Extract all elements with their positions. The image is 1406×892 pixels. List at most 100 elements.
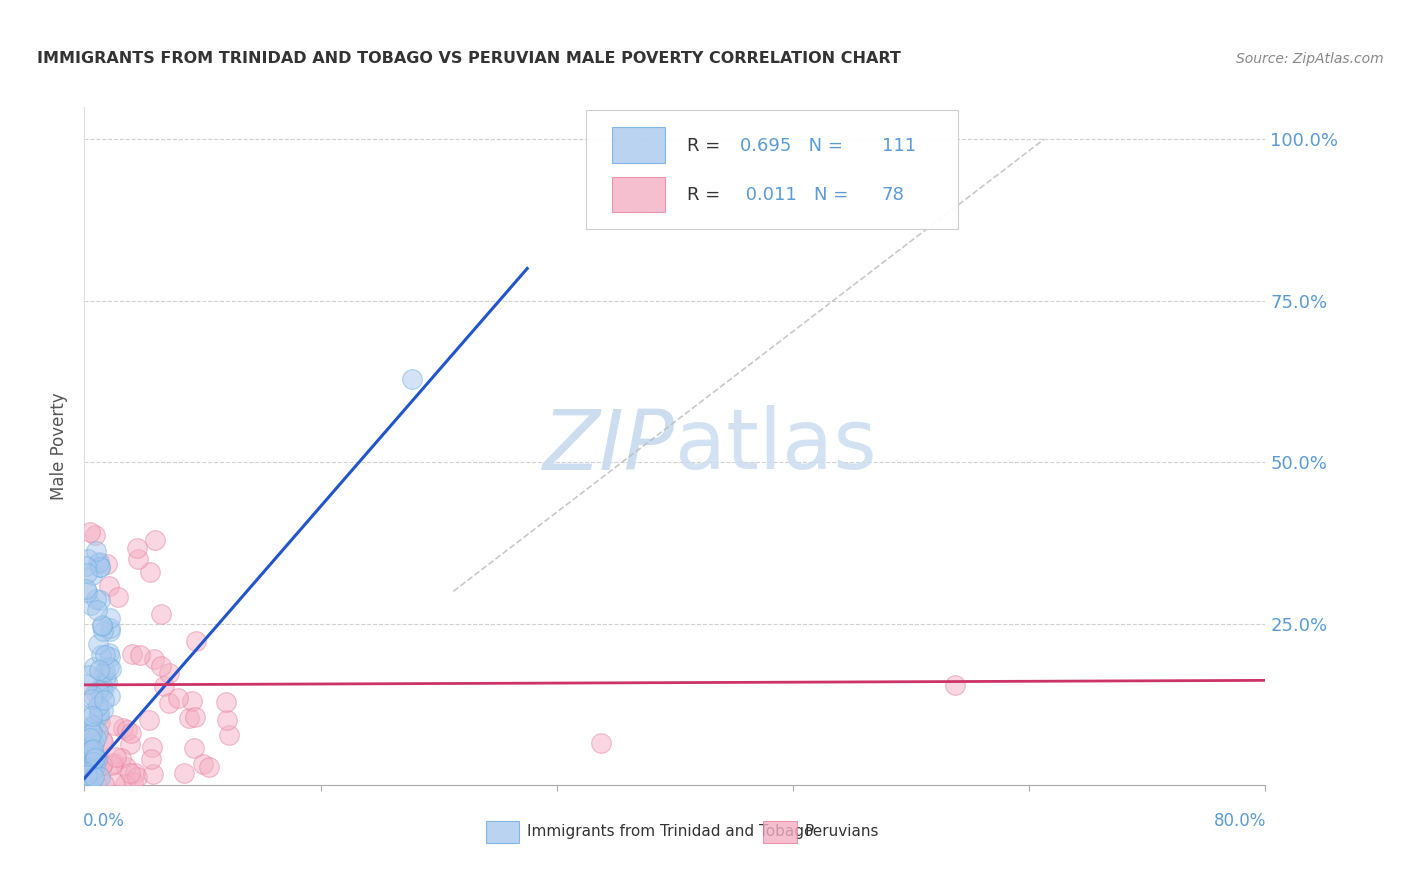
Point <box>79 720 101 734</box>
Point <box>143 533 166 548</box>
Point <box>183 741 205 756</box>
Text: Peruvians: Peruvians <box>804 824 879 839</box>
Point <box>112 721 135 735</box>
Point <box>91 735 114 749</box>
Point <box>75 774 97 789</box>
Text: R =: R = <box>686 136 725 154</box>
Text: 78: 78 <box>882 186 904 204</box>
Point <box>96 668 118 682</box>
Point <box>76 755 98 769</box>
Point <box>120 725 142 739</box>
Point <box>198 759 221 773</box>
Point <box>124 765 146 780</box>
Point <box>90 618 112 632</box>
Point <box>107 590 129 604</box>
Point <box>75 746 97 760</box>
Point <box>104 775 127 789</box>
Point <box>82 705 104 719</box>
Point <box>76 777 98 791</box>
Text: 0.011   N =: 0.011 N = <box>740 186 853 204</box>
Point <box>80 744 103 758</box>
Point <box>214 695 236 709</box>
Point <box>75 776 97 790</box>
Point <box>98 621 121 635</box>
Point <box>125 541 148 555</box>
Point <box>97 660 120 674</box>
Point <box>82 756 104 770</box>
Point <box>93 776 115 790</box>
Point <box>76 772 98 786</box>
Point <box>73 777 96 791</box>
Point <box>86 777 108 791</box>
Point <box>87 698 110 713</box>
Point <box>89 559 111 574</box>
Point <box>87 637 110 651</box>
Point <box>82 741 104 756</box>
Point <box>75 582 97 596</box>
Point <box>75 751 97 765</box>
Point <box>76 766 98 780</box>
Point <box>84 748 107 763</box>
Point <box>105 750 128 764</box>
Point <box>80 567 103 582</box>
Point <box>89 592 111 607</box>
Point <box>80 709 103 723</box>
Point <box>101 757 124 772</box>
Point <box>96 675 118 690</box>
Point <box>98 689 121 703</box>
Point <box>84 591 107 606</box>
Point <box>79 668 101 682</box>
Point <box>75 767 97 781</box>
Point <box>166 690 188 705</box>
Text: R =: R = <box>686 186 725 204</box>
Point <box>193 757 215 772</box>
Point <box>110 751 132 765</box>
Point <box>94 664 117 678</box>
Point <box>73 773 96 788</box>
Point <box>181 693 204 707</box>
Point <box>79 761 101 775</box>
Point <box>114 777 136 791</box>
Point <box>89 707 111 722</box>
Point <box>218 728 240 742</box>
Point <box>98 579 121 593</box>
Point <box>141 739 163 754</box>
Point <box>90 686 112 700</box>
Point <box>80 762 103 776</box>
Point <box>75 777 97 791</box>
Point <box>91 757 114 772</box>
Point <box>91 624 114 639</box>
Point <box>75 737 97 751</box>
Point <box>122 775 145 789</box>
Point <box>80 722 103 736</box>
Point <box>73 757 96 772</box>
Point <box>184 634 207 648</box>
Point <box>86 603 108 617</box>
Point <box>139 565 162 579</box>
Point <box>153 679 176 693</box>
Text: Source: ZipAtlas.com: Source: ZipAtlas.com <box>1236 53 1384 66</box>
Point <box>73 769 96 783</box>
Point <box>100 662 122 676</box>
Point <box>76 566 98 580</box>
Point <box>82 726 104 740</box>
Point <box>90 618 112 632</box>
Point <box>84 731 107 745</box>
Point <box>150 659 173 673</box>
Point <box>76 776 98 790</box>
Point <box>75 726 97 740</box>
Point <box>76 773 98 788</box>
Point <box>87 683 110 698</box>
FancyBboxPatch shape <box>586 111 959 229</box>
Point <box>75 559 97 574</box>
Point <box>101 756 124 770</box>
Point <box>80 742 103 756</box>
Point <box>75 764 97 779</box>
Point <box>89 559 111 574</box>
Point <box>98 624 121 639</box>
Point <box>87 555 110 569</box>
Point <box>76 769 98 783</box>
Point <box>86 557 108 571</box>
Point <box>80 777 103 791</box>
Point <box>79 753 101 767</box>
